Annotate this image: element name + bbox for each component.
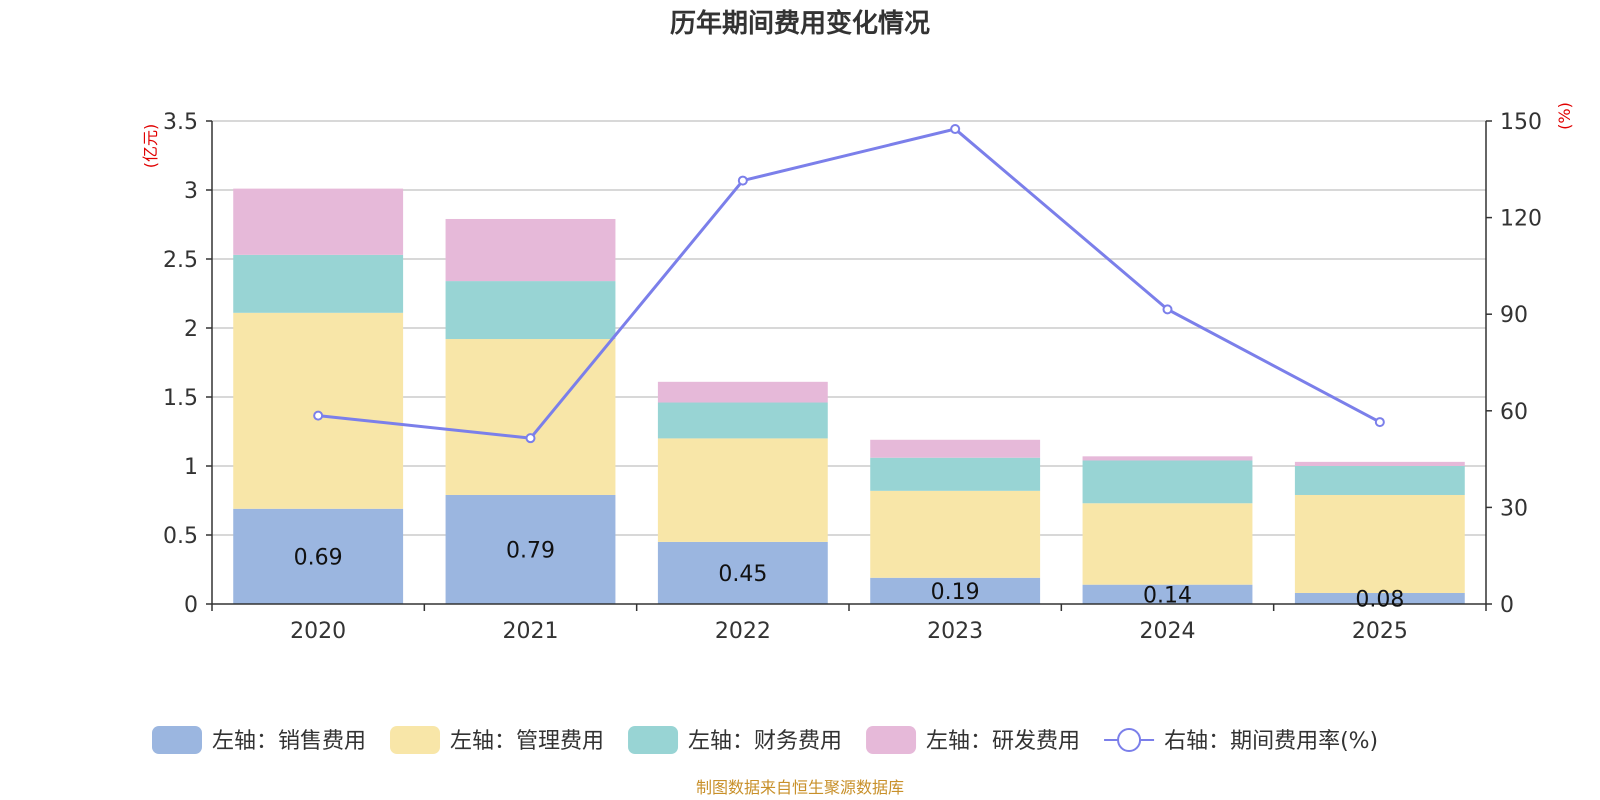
legend-label: 右轴：期间费用率(%) [1164, 729, 1378, 754]
legend-marker [1117, 728, 1142, 752]
gridlines [212, 120, 1486, 536]
bar-segment [657, 402, 828, 439]
bar-segment [445, 339, 616, 495]
bar-segment [233, 188, 404, 255]
left-axis-unit: (亿元) [141, 124, 160, 169]
bar-segment [870, 457, 1041, 491]
bar-segment [445, 494, 616, 604]
bar-data-label: 0.69 [294, 545, 343, 570]
bar-segment [657, 541, 828, 604]
line-series [313, 124, 1385, 444]
left-tick-label: 1.5 [163, 386, 198, 411]
bar-segment [657, 381, 828, 403]
left-tick-label: 0 [184, 593, 198, 618]
right-tick-label: 0 [1500, 593, 1514, 618]
bar-segment [1082, 460, 1253, 504]
legend-label: 左轴：研发费用 [926, 729, 1080, 754]
left-tick-label: 1 [184, 455, 198, 480]
bar-segment [445, 281, 616, 340]
bar-segment [1082, 584, 1253, 604]
bar-data-label: 0.45 [718, 562, 767, 587]
legend-label: 左轴：销售费用 [212, 729, 366, 754]
left-tick-label: 2.5 [163, 248, 198, 273]
bar-segment [233, 508, 404, 604]
right-tick-label: 120 [1500, 207, 1542, 232]
legend-label: 左轴：财务费用 [688, 729, 842, 754]
bar-segment [870, 577, 1041, 604]
right-tick-label: 90 [1500, 303, 1528, 328]
bar-data-label: 0.14 [1143, 583, 1192, 608]
left-tick-label: 3 [184, 179, 198, 204]
x-tick-label: 2021 [503, 619, 559, 644]
bar-data-label: 0.08 [1355, 587, 1404, 612]
bar-segment [233, 254, 404, 313]
right-tick-label: 60 [1500, 400, 1528, 425]
bar-segment [870, 490, 1041, 578]
left-tick-label: 0.5 [163, 524, 198, 549]
rate-point [525, 433, 536, 444]
bar-data-label: 0.79 [506, 538, 555, 563]
legend-label: 左轴：管理费用 [450, 729, 604, 754]
bar-segment [1294, 461, 1465, 466]
axes: 0 0.5 1 1.5 2 2.5 3 3.5 0 30 60 90 120 150 2020 2021 202… [163, 110, 1542, 644]
rate-point [313, 410, 324, 421]
bar-segment [870, 439, 1041, 458]
bar-segment [445, 218, 616, 282]
left-tick-label: 3.5 [163, 110, 198, 135]
rate-point [1374, 417, 1385, 428]
legend-swatch [866, 726, 917, 754]
x-tick-label: 2025 [1352, 619, 1408, 644]
x-tick-label: 2020 [290, 619, 346, 644]
data-source: 制图数据来自恒生聚源数据库 [696, 778, 904, 797]
rate-line [318, 127, 1381, 440]
bar-segment [1294, 466, 1465, 495]
bar-segment [1294, 494, 1465, 593]
legend: 左轴：销售费用 左轴：管理费用 左轴：财务费用 左轴：研发费用 右轴：期间费用率(%) [152, 726, 1378, 754]
x-tick-label: 2024 [1140, 619, 1196, 644]
bar-data-label: 0.19 [931, 580, 980, 605]
data-labels: 0.69 0.79 0.45 0.19 0.14 0.08 [294, 538, 1405, 612]
x-tick-label: 2022 [715, 619, 771, 644]
bar-series [233, 188, 1465, 604]
bar-segment [1082, 456, 1253, 461]
bar-segment [1082, 503, 1253, 585]
rate-point [950, 124, 961, 135]
legend-swatch [390, 726, 441, 754]
chart-title: 历年期间费用变化情况 [670, 8, 930, 39]
rate-point [737, 175, 748, 186]
bar-segment [1294, 592, 1465, 604]
right-tick-label: 30 [1500, 496, 1528, 521]
right-tick-label: 150 [1500, 110, 1542, 135]
legend-swatch [628, 726, 679, 754]
left-tick-label: 2 [184, 317, 198, 342]
bar-segment [657, 438, 828, 542]
rate-point [1162, 304, 1173, 315]
right-axis-unit: (%) [1555, 102, 1574, 130]
legend-swatch [152, 726, 202, 754]
x-tick-label: 2023 [927, 619, 983, 644]
